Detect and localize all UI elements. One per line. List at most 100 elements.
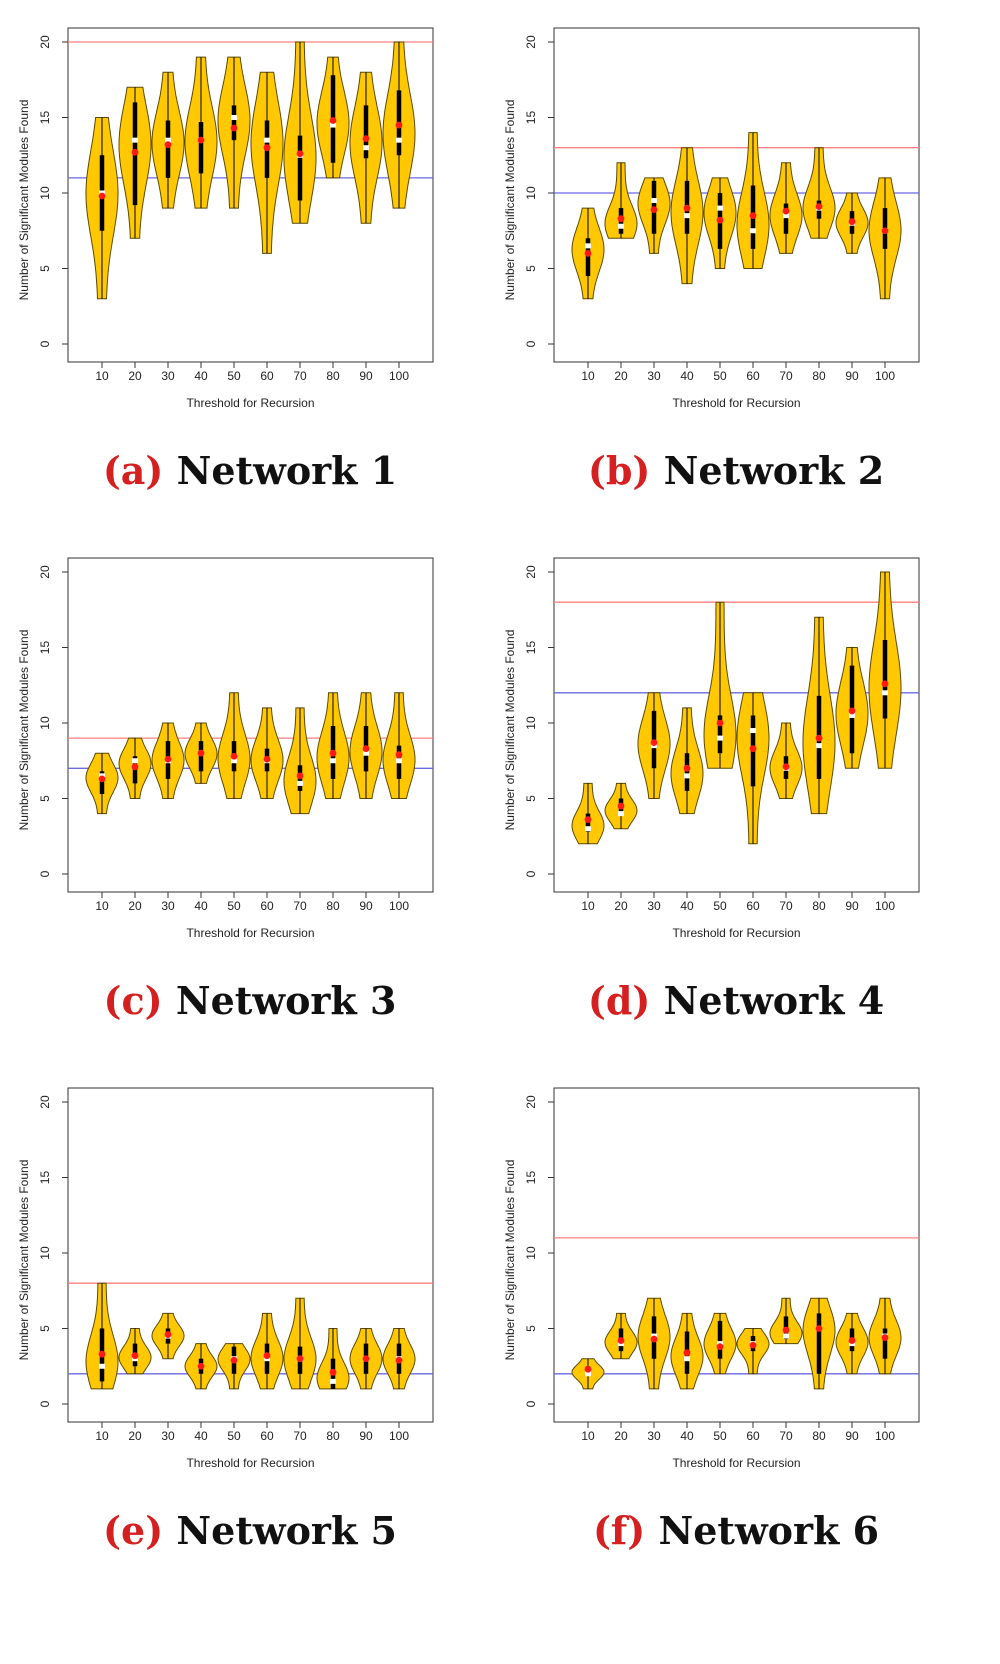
x-axis-title: Threshold for Recursion <box>186 926 314 940</box>
violin-mean <box>98 192 106 200</box>
violin-mean <box>230 752 238 760</box>
violin-20 <box>604 162 638 239</box>
x-axis-title: Threshold for Recursion <box>186 1456 314 1470</box>
violin-20 <box>118 1328 152 1375</box>
violin-median <box>849 712 855 718</box>
caption-text: Network 5 <box>176 1508 397 1553</box>
x-tick-label: 90 <box>359 899 373 913</box>
y-tick-label: 10 <box>524 186 538 200</box>
y-tick-label: 20 <box>38 1095 52 1109</box>
violin-mean <box>98 1350 106 1358</box>
x-tick-label: 90 <box>359 369 373 383</box>
x-tick-label: 10 <box>581 899 595 913</box>
x-tick-label: 70 <box>779 899 793 913</box>
violin-median <box>585 826 591 832</box>
x-tick-label: 20 <box>128 899 142 913</box>
violin-median <box>132 137 138 143</box>
violin-median <box>330 758 336 764</box>
violin-mean <box>716 719 724 727</box>
plot-frame <box>553 557 920 893</box>
violin-60 <box>250 71 284 254</box>
violin-mean <box>815 734 823 742</box>
x-tick-label: 40 <box>194 899 208 913</box>
violin-plot-3: 0 5 10 15 20 10 20 30 40 50 60 70 80 90 100 Threshold f… <box>17 557 434 940</box>
violin-median <box>297 780 303 786</box>
violin-median <box>330 1378 336 1384</box>
violin-mean <box>848 707 856 715</box>
panel-network-5: 0 5 10 15 20 10 20 30 40 50 60 70 80 90 100 Threshold f… <box>0 1060 500 1615</box>
y-tick-label: 20 <box>38 565 52 579</box>
violin-70 <box>283 1297 317 1390</box>
violin-median <box>330 122 336 128</box>
x-tick-label: 90 <box>845 1429 859 1443</box>
caption-text: Network 2 <box>663 448 885 493</box>
x-tick-label: 80 <box>326 899 340 913</box>
violin-median <box>585 1371 591 1377</box>
violin-10 <box>85 752 119 815</box>
caption-letter: (d) <box>587 978 651 1023</box>
violin-mean <box>197 749 205 757</box>
violin-median <box>132 758 138 764</box>
violin-mean <box>683 764 691 772</box>
x-tick-label: 30 <box>647 899 661 913</box>
x-tick-label: 80 <box>326 369 340 383</box>
x-tick-label: 20 <box>614 899 628 913</box>
panel-network-6: 0 5 10 15 20 10 20 30 40 50 60 70 80 90 100 Threshold f… <box>486 1060 986 1615</box>
violin-60 <box>250 707 284 799</box>
violin-median <box>363 750 369 756</box>
violin-40 <box>184 1343 218 1390</box>
violin-40 <box>184 722 218 784</box>
violin-mean <box>296 772 304 780</box>
plot-frame <box>67 557 434 893</box>
x-tick-label: 60 <box>746 1429 760 1443</box>
violin-30 <box>637 1297 671 1390</box>
violin-mean <box>584 1365 592 1373</box>
violin-median <box>783 213 789 219</box>
violin-10 <box>85 1282 119 1390</box>
caption-text: Network 4 <box>663 978 885 1023</box>
x-tick-label: 90 <box>845 899 859 913</box>
y-axis-title: Number of Significant Modules Found <box>503 1160 517 1361</box>
violin-mean <box>881 680 889 688</box>
x-tick-label: 40 <box>194 369 208 383</box>
violin-median <box>651 198 657 204</box>
violin-80 <box>802 147 836 239</box>
x-tick-label: 100 <box>389 369 409 383</box>
violin-100 <box>382 692 416 799</box>
x-tick-label: 50 <box>713 1429 727 1443</box>
violin-20 <box>118 737 152 799</box>
violin-plot-2: 0 5 10 15 20 10 20 30 40 50 60 70 80 90 100 Threshold f… <box>503 27 920 410</box>
x-axis-title: Threshold for Recursion <box>672 926 800 940</box>
violin-median <box>816 743 822 749</box>
violin-80 <box>802 1297 836 1390</box>
caption-6: (f) Network 6 <box>486 1508 986 1553</box>
violin-90 <box>349 71 383 224</box>
violin-mean <box>164 1331 172 1338</box>
violin-mean <box>650 1335 658 1343</box>
plot-frame <box>553 27 920 363</box>
y-tick-label: 15 <box>524 641 538 655</box>
violin-40 <box>670 1312 704 1390</box>
violin-median <box>165 137 171 143</box>
violin-mean <box>98 775 106 783</box>
y-tick-label: 10 <box>38 186 52 200</box>
violin-100 <box>868 1297 902 1375</box>
y-tick-label: 15 <box>524 111 538 125</box>
violin-60 <box>736 132 770 269</box>
violin-50 <box>217 56 251 209</box>
x-tick-label: 80 <box>812 899 826 913</box>
panel-network-2: 0 5 10 15 20 10 20 30 40 50 60 70 80 90 100 Threshold f… <box>486 0 986 555</box>
violin-mean <box>362 1355 370 1363</box>
y-tick-label: 5 <box>524 795 538 802</box>
caption-letter: (e) <box>103 1508 164 1553</box>
x-tick-label: 100 <box>875 899 895 913</box>
violin-10 <box>85 117 119 300</box>
y-tick-label: 5 <box>524 1325 538 1332</box>
violin-mean <box>131 148 139 156</box>
x-tick-label: 10 <box>95 899 109 913</box>
x-tick-label: 30 <box>161 899 175 913</box>
x-tick-label: 60 <box>746 899 760 913</box>
x-tick-label: 10 <box>581 1429 595 1443</box>
y-tick-label: 20 <box>524 35 538 49</box>
violin-median <box>783 1333 789 1339</box>
